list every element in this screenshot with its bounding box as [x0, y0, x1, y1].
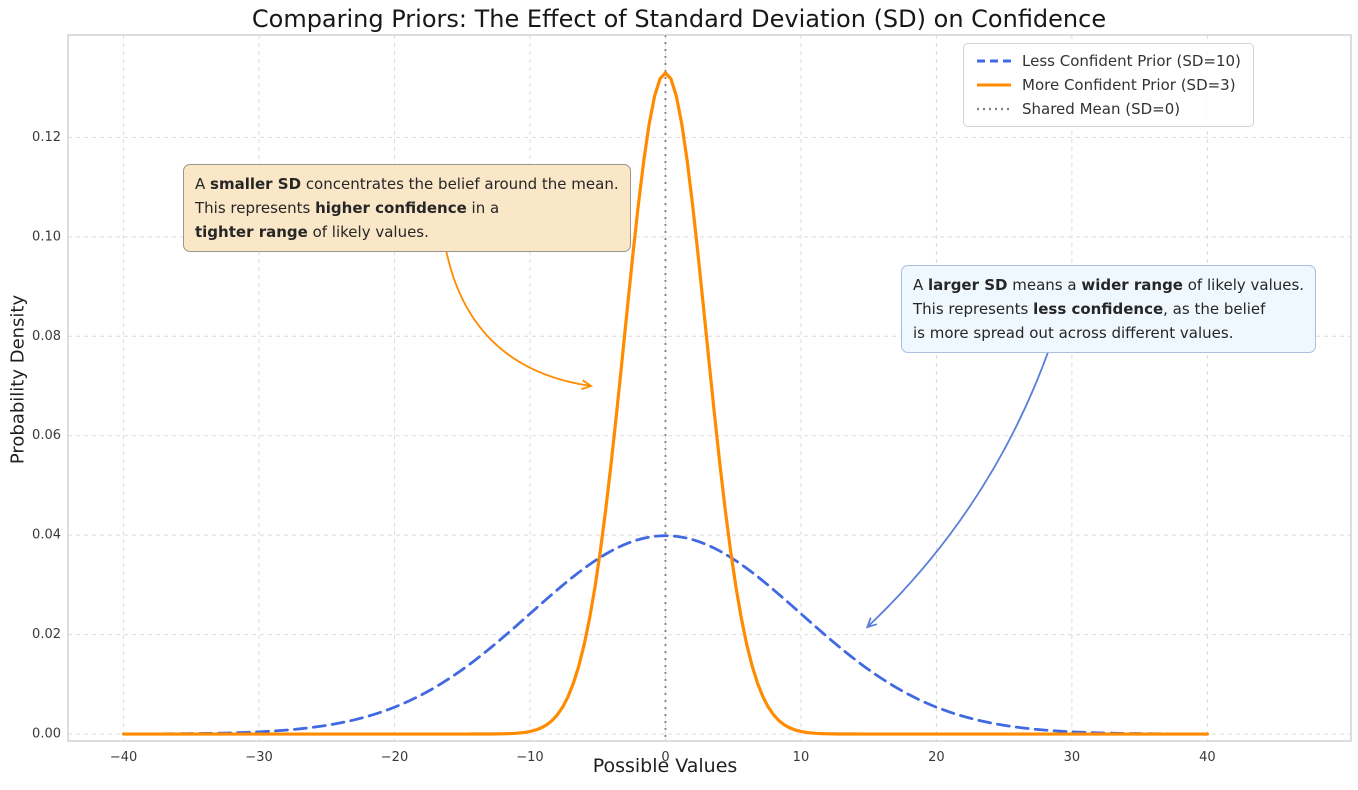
- annotation-line: is more spread out across different valu…: [913, 324, 1234, 342]
- y-tick-label: 0.12: [32, 130, 61, 145]
- annotation-line: tighter range of likely values.: [195, 223, 429, 241]
- annotation-larger-sd: A larger SD means a wider range of likel…: [901, 265, 1317, 353]
- annotation-line: A smaller SD concentrates the belief aro…: [195, 175, 619, 193]
- legend-swatch-solid: [977, 83, 1011, 87]
- y-tick-label: 0.06: [32, 428, 61, 443]
- y-tick-label: 0.10: [32, 229, 61, 244]
- annotation-line: A larger SD means a wider range of likel…: [913, 276, 1305, 294]
- axes-border: [67, 34, 1352, 742]
- x-axis-label: Possible Values: [592, 755, 738, 777]
- curve-sd3: [121, 71, 1209, 736]
- y-tick-label: 0.04: [32, 528, 61, 543]
- legend-item: Less Confident Prior (SD=10): [976, 51, 1241, 71]
- x-tick-label: 20: [928, 750, 945, 765]
- x-tick-label: 30: [1064, 750, 1081, 765]
- legend-item: Shared Mean (SD=0): [976, 99, 1241, 119]
- legend-swatch-dotted: [977, 107, 1011, 111]
- legend: Less Confident Prior (SD=10) More Confide…: [963, 43, 1254, 127]
- annotation-smaller-sd: A smaller SD concentrates the belief aro…: [183, 164, 631, 252]
- x-tick-label: −40: [110, 750, 137, 765]
- legend-item-label: More Confident Prior (SD=3): [1022, 76, 1236, 94]
- y-axis-label: Probability Density: [7, 294, 29, 465]
- legend-item-label: Shared Mean (SD=0): [1022, 100, 1181, 118]
- x-tick-label: 0: [661, 750, 669, 765]
- x-tick-label: −10: [516, 750, 543, 765]
- x-tick-label: −20: [381, 750, 408, 765]
- x-tick-label: −30: [245, 750, 272, 765]
- y-tick-label: 0.00: [32, 727, 61, 742]
- annotation-line: This represents higher confidence in a: [195, 199, 500, 217]
- curve-sd10: [122, 534, 1209, 736]
- x-tick-label: 40: [1199, 750, 1216, 765]
- annotation-arrow: [867, 345, 1052, 627]
- legend-swatch-dashed: [977, 59, 1011, 63]
- legend-item-label: Less Confident Prior (SD=10): [1022, 52, 1241, 70]
- annotation-arrow: [445, 249, 591, 386]
- legend-item: More Confident Prior (SD=3): [976, 75, 1241, 95]
- y-tick-label: 0.08: [32, 329, 61, 344]
- y-tick-label: 0.02: [32, 627, 61, 642]
- x-tick-label: 10: [793, 750, 810, 765]
- annotation-line: This represents less confidence, as the …: [913, 300, 1266, 318]
- chart-title: Comparing Priors: The Effect of Standard…: [251, 5, 1107, 33]
